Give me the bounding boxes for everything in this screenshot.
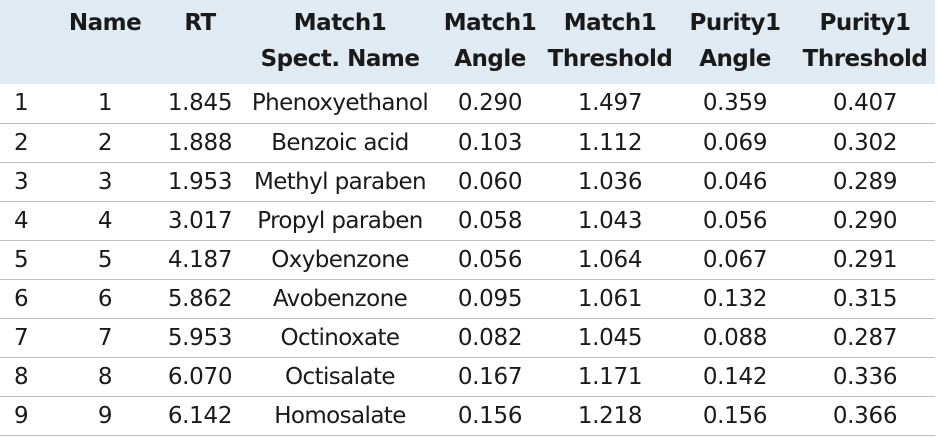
row-purity-threshold: 0.366	[832, 402, 898, 429]
row-purity-threshold: 0.336	[832, 363, 898, 390]
table-row: 6 6 5.862 Avobenzone 0.095 1.061 0.132 0…	[0, 279, 935, 318]
header-rt: RT	[184, 10, 216, 36]
row-name: 9	[97, 402, 113, 429]
row-spect-name: Oxybenzone	[271, 246, 409, 273]
row-spect-name: Methyl paraben	[253, 168, 427, 195]
row-match-angle: 0.290	[457, 90, 523, 117]
row-match-angle: 0.058	[457, 207, 523, 234]
row-purity-angle: 0.067	[702, 246, 768, 273]
row-match-threshold: 1.064	[577, 246, 643, 273]
row-index: 3	[14, 168, 29, 195]
header-purity1-threshold: Purity1 Threshold	[802, 10, 928, 72]
table-row: 5 5 4.187 Oxybenzone 0.056 1.064 0.067 0…	[0, 240, 935, 279]
row-spect-name: Benzoic acid	[271, 129, 409, 156]
row-match-threshold: 1.036	[577, 168, 643, 195]
row-purity-angle: 0.142	[702, 363, 768, 390]
row-rt: 1.888	[167, 129, 233, 156]
row-index: 8	[14, 363, 29, 390]
row-purity-angle: 0.046	[702, 168, 768, 195]
row-rt: 6.142	[167, 402, 233, 429]
row-match-threshold: 1.045	[577, 324, 643, 351]
header-match1-spect-name: Match1 Spect. Name	[260, 10, 420, 72]
row-index: 4	[14, 207, 29, 234]
row-match-angle: 0.056	[457, 246, 523, 273]
row-purity-angle: 0.056	[702, 207, 768, 234]
table-header-row: Name RT Match1 Spect. Name Match1 Angle Ma…	[0, 0, 935, 84]
row-rt: 4.187	[167, 246, 233, 273]
row-purity-threshold: 0.315	[832, 285, 898, 312]
row-purity-threshold: 0.289	[832, 168, 898, 195]
row-name: 8	[97, 363, 113, 390]
table-row: 3 3 1.953 Methyl paraben 0.060 1.036 0.0…	[0, 162, 935, 201]
row-name: 5	[97, 246, 113, 273]
row-purity-angle: 0.132	[702, 285, 768, 312]
row-index: 6	[14, 285, 29, 312]
row-match-threshold: 1.171	[577, 363, 643, 390]
row-match-angle: 0.060	[457, 168, 523, 195]
row-rt: 5.953	[167, 324, 233, 351]
header-match1-threshold: Match1 Threshold	[547, 10, 673, 72]
row-name: 1	[97, 90, 113, 117]
table-row: 7 7 5.953 Octinoxate 0.082 1.045 0.088 0…	[0, 318, 935, 357]
row-index: 1	[14, 90, 29, 117]
header-index	[0, 0, 55, 84]
row-match-angle: 0.156	[457, 402, 523, 429]
row-index: 5	[14, 246, 29, 273]
row-rt: 1.953	[167, 168, 233, 195]
row-match-threshold: 1.061	[577, 285, 643, 312]
row-match-angle: 0.095	[457, 285, 523, 312]
header-match1-angle: Match1 Angle	[443, 10, 537, 72]
row-name: 2	[97, 129, 113, 156]
row-purity-threshold: 0.290	[832, 207, 898, 234]
row-spect-name: Homosalate	[274, 402, 406, 429]
row-match-threshold: 1.112	[577, 129, 643, 156]
row-purity-angle: 0.069	[702, 129, 768, 156]
row-name: 6	[97, 285, 113, 312]
row-name: 7	[97, 324, 113, 351]
row-rt: 6.070	[167, 363, 233, 390]
row-match-angle: 0.082	[457, 324, 523, 351]
row-match-angle: 0.167	[457, 363, 523, 390]
row-index: 9	[14, 402, 29, 429]
table-row: 1 1 1.845 Phenoxyethanol 0.290 1.497 0.3…	[0, 84, 935, 123]
table-row: 9 9 6.142 Homosalate 0.156 1.218 0.156 0…	[0, 396, 935, 435]
row-purity-threshold: 0.291	[832, 246, 898, 273]
row-purity-angle: 0.156	[702, 402, 768, 429]
row-match-threshold: 1.218	[577, 402, 643, 429]
header-purity1-angle: Purity1 Angle	[689, 10, 781, 72]
row-spect-name: Octisalate	[285, 363, 395, 390]
row-rt: 1.845	[167, 90, 233, 117]
table-row: 8 8 6.070 Octisalate 0.167 1.171 0.142 0…	[0, 357, 935, 396]
table-row: 4 4 3.017 Propyl paraben 0.058 1.043 0.0…	[0, 201, 935, 240]
row-purity-threshold: 0.302	[832, 129, 898, 156]
row-name: 4	[97, 207, 113, 234]
row-index: 7	[14, 324, 29, 351]
row-index: 2	[14, 129, 29, 156]
table-row: 2 2 1.888 Benzoic acid 0.103 1.112 0.069…	[0, 123, 935, 162]
row-purity-threshold: 0.407	[832, 90, 898, 117]
row-match-angle: 0.103	[457, 129, 523, 156]
row-match-threshold: 1.497	[577, 90, 643, 117]
row-rt: 3.017	[167, 207, 233, 234]
row-spect-name: Octinoxate	[280, 324, 401, 351]
header-name: Name	[68, 10, 142, 36]
row-match-threshold: 1.043	[577, 207, 643, 234]
row-purity-angle: 0.088	[702, 324, 768, 351]
row-spect-name: Phenoxyethanol	[251, 90, 429, 117]
row-purity-angle: 0.359	[702, 90, 768, 117]
row-spect-name: Avobenzone	[272, 285, 408, 312]
row-spect-name: Propyl paraben	[257, 207, 423, 234]
row-rt: 5.862	[167, 285, 233, 312]
row-purity-threshold: 0.287	[832, 324, 898, 351]
row-name: 3	[97, 168, 113, 195]
